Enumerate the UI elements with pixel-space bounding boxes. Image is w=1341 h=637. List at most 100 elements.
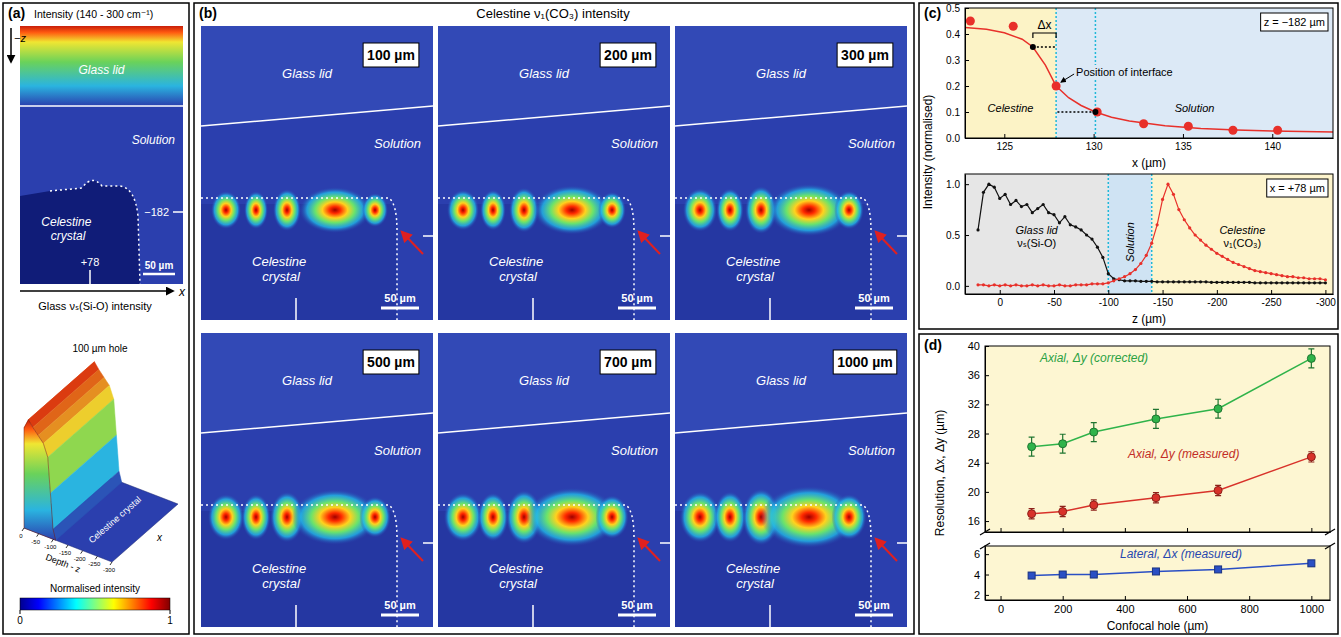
panel-b: (b)Celestine ν₁(CO₃) intensityGlass lidS… <box>199 5 907 627</box>
point <box>1025 284 1028 287</box>
point <box>1150 280 1153 283</box>
hot-spot <box>211 191 241 229</box>
panel-frame <box>919 3 1338 329</box>
figure: (a)Intensity (140 - 300 cm⁻¹)Glass lidSo… <box>0 0 1341 637</box>
region <box>965 8 1056 138</box>
tick <box>1125 528 1126 532</box>
panel-letter: (c) <box>924 5 941 21</box>
map-lid <box>675 26 907 126</box>
label: Celestine crystal <box>41 215 94 243</box>
point <box>987 284 990 287</box>
tick-mark <box>1004 134 1005 138</box>
axis-line <box>985 347 986 533</box>
position-tick <box>769 298 771 320</box>
region-label: Glass lid <box>1016 224 1059 236</box>
lid-boundary <box>675 106 907 126</box>
tick-mark <box>985 595 989 596</box>
delta-point <box>1030 44 1036 50</box>
tick-mark <box>1271 290 1272 294</box>
tick-mark <box>1183 134 1184 138</box>
hot-spot <box>447 190 479 231</box>
point <box>1194 233 1197 236</box>
plot-frame <box>965 174 1333 294</box>
error-bar <box>1308 349 1314 368</box>
point <box>1139 262 1142 265</box>
tick-label: 2 <box>974 589 980 601</box>
point <box>1286 275 1289 278</box>
tick-mark <box>985 404 989 405</box>
region-label: Celestine <box>1219 224 1265 236</box>
tick-mark <box>965 8 969 9</box>
tick: 40 <box>968 340 989 352</box>
point <box>1036 284 1039 287</box>
tick-mark <box>965 34 969 35</box>
point <box>1090 237 1093 240</box>
label: Solution <box>611 136 658 151</box>
tick-label: 400 <box>1116 603 1134 615</box>
lid-boundary <box>20 105 183 107</box>
tick-label: -200 <box>74 556 87 562</box>
position-tick <box>89 270 91 284</box>
label: Depth - z <box>44 552 82 575</box>
tick: 0.4 <box>946 29 969 40</box>
map-lid <box>201 26 433 126</box>
point <box>1096 246 1099 249</box>
label: Position of interface <box>1076 66 1173 78</box>
tick: 20 <box>968 486 989 498</box>
axis-line <box>966 138 1334 139</box>
map-bg <box>675 333 907 627</box>
label-bg <box>363 43 419 67</box>
series-line <box>1032 457 1312 514</box>
point <box>1093 108 1102 117</box>
delta-point <box>1092 109 1098 115</box>
point <box>1280 281 1283 284</box>
axis-title: Resolution, Δx, Δy (µm) <box>933 410 947 536</box>
region <box>965 174 1108 294</box>
tick-mark <box>1249 528 1250 532</box>
tick-label: -300 <box>1316 297 1336 308</box>
point <box>1080 283 1083 286</box>
point <box>1221 255 1224 258</box>
point <box>1161 280 1164 283</box>
hole-label: 500 µm <box>367 354 415 370</box>
point <box>993 186 996 189</box>
label: −z <box>14 32 26 44</box>
position-tick <box>423 235 433 237</box>
crystal-outline <box>201 198 397 320</box>
point <box>1014 199 1017 202</box>
map: Glass lidSolutionCelestine crystal50 µm5… <box>201 333 433 627</box>
plot-data <box>1028 560 1315 579</box>
point <box>1025 203 1028 206</box>
tick: 0.0 <box>946 133 969 144</box>
point <box>1297 281 1300 284</box>
label: Solution <box>374 443 421 458</box>
axis-line <box>966 294 1334 295</box>
point <box>1145 254 1148 257</box>
point <box>1273 126 1282 135</box>
axis-left: 0.00.51.0 <box>946 175 969 295</box>
label: Celestine crystal <box>726 254 784 284</box>
point <box>1152 568 1159 575</box>
point <box>1069 284 1072 287</box>
tick-label: 0.2 <box>946 81 960 92</box>
delta-line <box>1056 111 1095 113</box>
region <box>1108 174 1151 294</box>
series-line <box>978 184 1325 283</box>
scale-bar <box>381 614 419 617</box>
tick-label: 0.3 <box>946 55 960 66</box>
point <box>1188 280 1191 283</box>
crystal-outline <box>50 180 140 284</box>
pointer-arrow <box>639 539 660 561</box>
tick: 135 <box>1175 134 1192 152</box>
axis-break <box>1325 543 1335 549</box>
axis-break <box>980 529 990 535</box>
point <box>1014 283 1017 286</box>
label: Solution <box>848 136 895 151</box>
surface-front <box>24 420 56 541</box>
axis-bottom <box>986 528 1331 533</box>
tick-mark <box>66 545 68 548</box>
tick-mark <box>965 138 969 139</box>
point <box>1204 244 1207 247</box>
pointer-arrow <box>402 232 423 254</box>
label: Normalised intensity <box>50 583 140 594</box>
